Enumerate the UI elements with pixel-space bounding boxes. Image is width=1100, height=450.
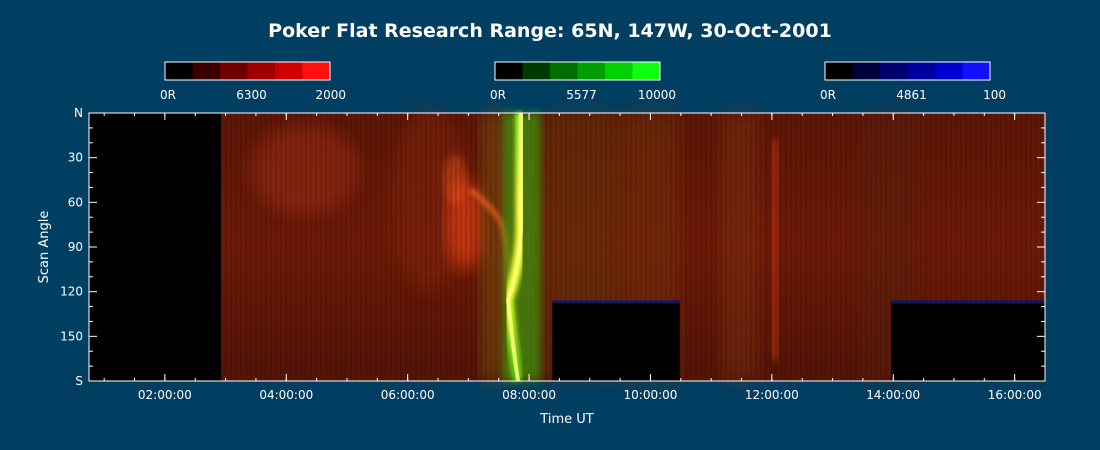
- no-data-edge-3: [891, 300, 1045, 304]
- colorbar-min-label: 0R: [160, 88, 176, 102]
- x-axis: 02:00:00 04:00:00 06:00:00 08:00:00 10:00:00…: [103, 113, 1046, 402]
- colorbar-6300: 0R 6300 2000: [160, 61, 346, 102]
- x-tick-label: 14:00:00: [866, 388, 920, 402]
- plot-area: [88, 110, 1046, 382]
- colorbar-segment: [302, 62, 331, 80]
- colorbar-segment: [962, 62, 991, 80]
- x-tick-label: 08:00:00: [502, 388, 556, 402]
- y-axis: N 30 60 90 120 150 S: [60, 106, 1045, 388]
- y-tick-label: 30: [68, 151, 83, 165]
- colorbar-name-label: 5577: [566, 88, 597, 102]
- colorbar-name-label: 4861: [896, 88, 927, 102]
- y-tick-label: 120: [60, 285, 83, 299]
- y-tick-label: 150: [60, 329, 83, 343]
- colorbar-max-label: 100: [983, 88, 1006, 102]
- colorbar-segment: [577, 62, 606, 80]
- x-tick-label: 06:00:00: [381, 388, 435, 402]
- no-data-region-2: [552, 300, 680, 381]
- colorbar-5577: 0R 5577 10000: [490, 61, 676, 102]
- colorbar-frame: [164, 61, 331, 81]
- colorbar-frame: [824, 61, 991, 81]
- no-data-region-3: [891, 300, 1045, 381]
- colorbar-segment: [825, 62, 853, 80]
- colorbar-segment: [907, 62, 936, 80]
- colorbar-min-label: 0R: [820, 88, 836, 102]
- y-tick-label: 60: [68, 195, 83, 209]
- colorbar-segment: [165, 62, 193, 80]
- x-tick-label: 02:00:00: [138, 388, 192, 402]
- colorbar-segment: [935, 62, 963, 80]
- x-tick-label: 12:00:00: [745, 388, 799, 402]
- colorbar-segment: [192, 62, 221, 80]
- colorbar-segment: [880, 62, 908, 80]
- colorbar-segment: [632, 62, 661, 80]
- colorbar-4861: 0R 4861 100: [820, 61, 1006, 102]
- x-tick-label: 16:00:00: [988, 388, 1042, 402]
- colorbars: 0R 6300 2000 0R 5577 10000 0R 4861 100: [160, 61, 1006, 102]
- chart-title: Poker Flat Research Range: 65N, 147W, 30…: [268, 20, 832, 42]
- y-tick-label: N: [74, 106, 83, 120]
- no-data-regions: [89, 113, 1045, 381]
- x-tick-label: 10:00:00: [624, 388, 678, 402]
- no-data-edge-2: [552, 300, 680, 304]
- colorbar-max-label: 10000: [638, 88, 676, 102]
- colorbar-name-label: 6300: [236, 88, 267, 102]
- x-axis-label: Time UT: [539, 412, 593, 427]
- colorbar-segment: [605, 62, 633, 80]
- y-axis-label: Scan Angle: [37, 211, 52, 284]
- colorbar-min-label: 0R: [490, 88, 506, 102]
- colorbar-segment: [275, 62, 303, 80]
- no-data-region-1: [89, 113, 218, 381]
- colorbar-segment: [247, 62, 276, 80]
- colorbar-segment: [495, 62, 523, 80]
- colorbar-segment: [550, 62, 578, 80]
- colorbar-segment: [522, 62, 551, 80]
- y-tick-label: S: [75, 374, 83, 388]
- colorbar-segment: [220, 62, 248, 80]
- colorbar-max-label: 2000: [315, 88, 346, 102]
- colorbar-segment: [852, 62, 881, 80]
- colorbar-frame: [494, 61, 661, 81]
- x-tick-label: 04:00:00: [259, 388, 313, 402]
- y-tick-label: 90: [68, 240, 83, 254]
